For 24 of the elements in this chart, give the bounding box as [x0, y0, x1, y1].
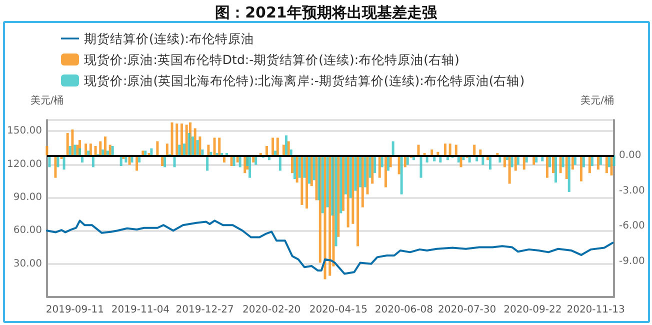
- y-tick-label: 90.00: [13, 192, 42, 203]
- y-tick-label: 150.00: [7, 126, 42, 137]
- y2-tick-label: -6.00: [619, 220, 645, 232]
- y-tick-label: 30.00: [13, 258, 42, 270]
- legend-label: 现货价:原油(英国北海布伦特):北海离岸:-期货结算价(连续):布伦特原油(右轴): [84, 73, 525, 88]
- x-tick-label: 2020-07-30: [438, 304, 496, 316]
- y-tick-label: 120.00: [7, 158, 42, 170]
- x-tick-label: 2020-11-13: [566, 304, 625, 316]
- x-tick-label: 2020-04-15: [309, 304, 368, 316]
- legend-label: 期货结算价(连续):布伦特原油: [84, 31, 254, 46]
- x-tick-label: 2019-09-11: [46, 304, 104, 316]
- y2-axis-title: 美元/桶: [580, 94, 614, 106]
- y-tick-label: 60.00: [13, 225, 42, 236]
- y-axis-title: 美元/桶: [30, 94, 64, 106]
- chart-title: 图：2021年预期将出现基差走强: [215, 4, 438, 22]
- y2-tick-label: -9.00: [619, 256, 645, 268]
- x-tick-label: 2020-02-20: [242, 304, 301, 316]
- legend-label: 现货价:原油:英国布伦特Dtd:-期货结算价(连续):布伦特原油(右轴): [84, 52, 460, 67]
- x-tick-label: 2020-09-22: [504, 304, 562, 316]
- x-tick-label: 2019-12-27: [176, 304, 234, 316]
- y2-tick-label: 0.00: [619, 150, 642, 161]
- x-tick-label: 2020-06-08: [374, 304, 434, 316]
- y2-tick-label: -3.00: [619, 185, 645, 196]
- x-tick-label: 2019-11-04: [111, 304, 170, 316]
